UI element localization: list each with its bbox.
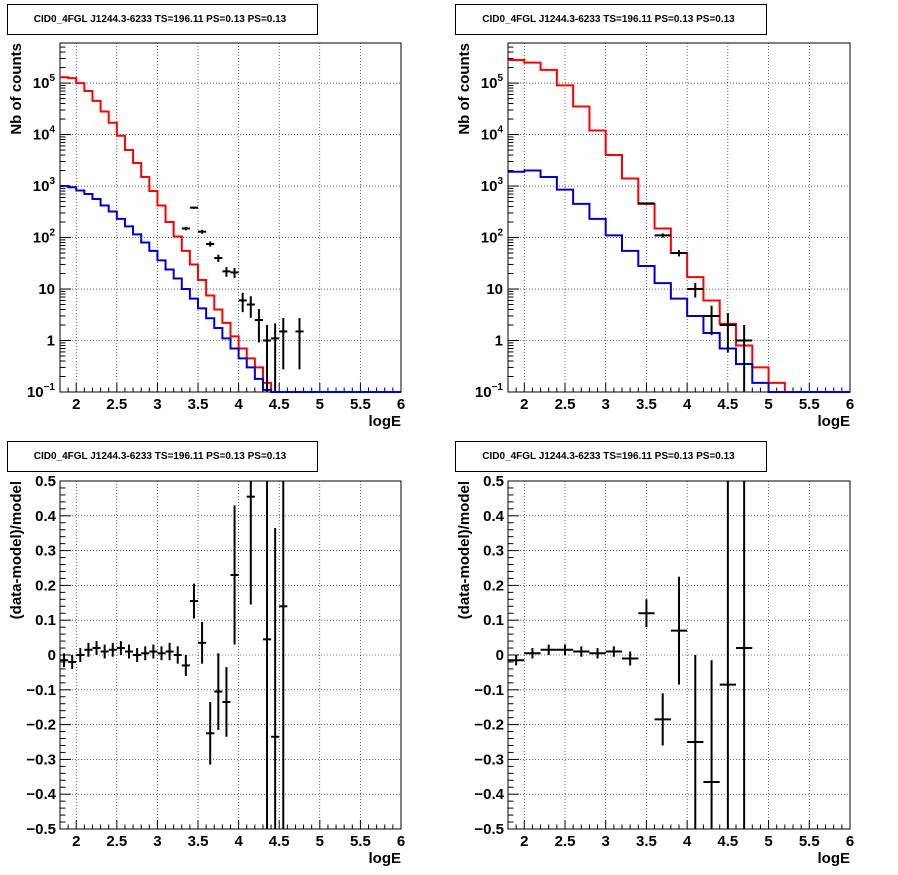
plot-frame [507,42,851,393]
y-tick-label: 102 [33,228,56,247]
x-tick-label: 5.5 [799,396,820,413]
y-tick-label: 0.2 [483,577,504,594]
y-axis-label: Nb of counts [456,43,473,135]
x-tick-label: 4 [683,833,692,850]
x-tick-label: 3 [602,833,610,850]
y-tick-label: 10−1 [475,382,504,401]
x-tick-label: 5 [316,833,324,850]
y-tick-label: −0.4 [26,786,56,803]
x-axis-label: logE [818,850,851,867]
y-tick-label: −0.1 [26,682,56,699]
panel-2: CID0_4FGL J1244.3-6233 TS=196.11 PS=0.13… [455,4,854,430]
y-axis-label: (data-model)/model [456,481,473,619]
x-tick-label: 5 [316,396,324,413]
y-tick-label: 0.4 [35,508,57,525]
y-tick-label: −0.1 [474,682,504,699]
x-tick-label: 3.5 [188,833,209,850]
y-tick-label: 104 [33,125,56,144]
y-tick-label: −0.5 [474,821,504,838]
x-tick-label: 6 [846,396,854,413]
x-tick-label: 3 [153,833,161,850]
x-tick-label: 3 [153,396,161,413]
x-tick-label: 2.5 [106,833,127,850]
y-tick-label: 105 [481,73,504,92]
y-tick-label: 0 [496,647,504,664]
histogram-series [508,169,850,393]
chart-title: CID0_4FGL J1244.3-6233 TS=196.11 PS=0.13… [482,451,735,462]
y-tick-label: 102 [481,228,504,247]
chart-title: CID0_4FGL J1244.3-6233 TS=196.11 PS=0.13… [34,451,287,462]
x-tick-label: 2.5 [555,396,576,413]
x-tick-label: 4 [234,833,243,850]
x-tick-label: 5.5 [350,396,371,413]
title-box [7,4,318,35]
y-tick-label: 10 [486,281,503,298]
x-tick-label: 4 [683,396,692,413]
x-tick-label: 6 [397,396,405,413]
x-tick-label: 4 [234,396,243,413]
x-tick-label: 4.5 [717,396,738,413]
y-axis-label: (data-model)/model [8,481,25,619]
title-box [455,4,767,35]
x-tick-label: 3.5 [188,396,209,413]
histogram-series [508,59,850,393]
chart-title: CID0_4FGL J1244.3-6233 TS=196.11 PS=0.13… [482,14,735,25]
x-tick-label: 2.5 [106,396,127,413]
y-tick-label: 0.5 [483,473,504,490]
x-tick-label: 2.5 [555,833,576,850]
x-tick-label: 4.5 [717,833,738,850]
x-axis-label: logE [818,413,851,430]
y-tick-label: −0.4 [474,786,504,803]
y-tick-label: 0 [48,647,56,664]
x-tick-label: 6 [397,833,405,850]
x-tick-label: 5 [764,396,772,413]
x-tick-label: 6 [846,833,854,850]
x-tick-label: 3.5 [636,833,657,850]
x-tick-label: 2 [520,833,528,850]
y-tick-label: 105 [33,73,56,92]
y-tick-label: 0.3 [483,543,504,560]
title-box [7,441,318,472]
x-axis-label: logE [369,413,402,430]
panel-3: CID0_4FGL J1244.3-6233 TS=196.11 PS=0.13… [7,441,405,867]
x-axis-label: logE [369,850,402,867]
panel-1: CID0_4FGL J1244.3-6233 TS=196.11 PS=0.13… [7,4,405,430]
y-tick-label: 0.4 [483,508,505,525]
y-tick-label: −0.5 [26,821,56,838]
x-tick-label: 5.5 [799,833,820,850]
y-tick-label: 103 [33,176,56,195]
y-tick-label: −0.2 [474,717,504,734]
x-tick-label: 2 [520,396,528,413]
y-tick-label: 0.1 [35,612,56,629]
y-tick-label: 10 [38,281,55,298]
y-axis-label: Nb of counts [8,43,25,135]
x-tick-label: 3 [602,396,610,413]
y-tick-label: 0.3 [35,543,56,560]
x-tick-label: 2 [72,396,80,413]
panel-4: CID0_4FGL J1244.3-6233 TS=196.11 PS=0.13… [455,441,854,867]
y-tick-label: 0.5 [35,473,56,490]
y-tick-label: −0.3 [474,751,504,768]
histogram-series [60,185,401,393]
x-tick-label: 5.5 [350,833,371,850]
title-box [455,441,767,472]
y-tick-label: 10−1 [27,382,56,401]
y-tick-label: 0.2 [35,577,56,594]
x-tick-label: 3.5 [636,396,657,413]
chart-title: CID0_4FGL J1244.3-6233 TS=196.11 PS=0.13… [34,14,287,25]
y-tick-label: 104 [481,125,504,144]
y-tick-label: −0.3 [26,751,56,768]
x-tick-label: 5 [764,833,772,850]
y-tick-label: −0.2 [26,717,56,734]
x-tick-label: 4.5 [269,833,290,850]
y-tick-label: 103 [481,176,504,195]
y-tick-label: 1 [495,333,503,350]
x-tick-label: 2 [72,833,80,850]
y-tick-label: 0.1 [483,612,504,629]
x-tick-label: 4.5 [269,396,290,413]
y-tick-label: 1 [47,333,55,350]
